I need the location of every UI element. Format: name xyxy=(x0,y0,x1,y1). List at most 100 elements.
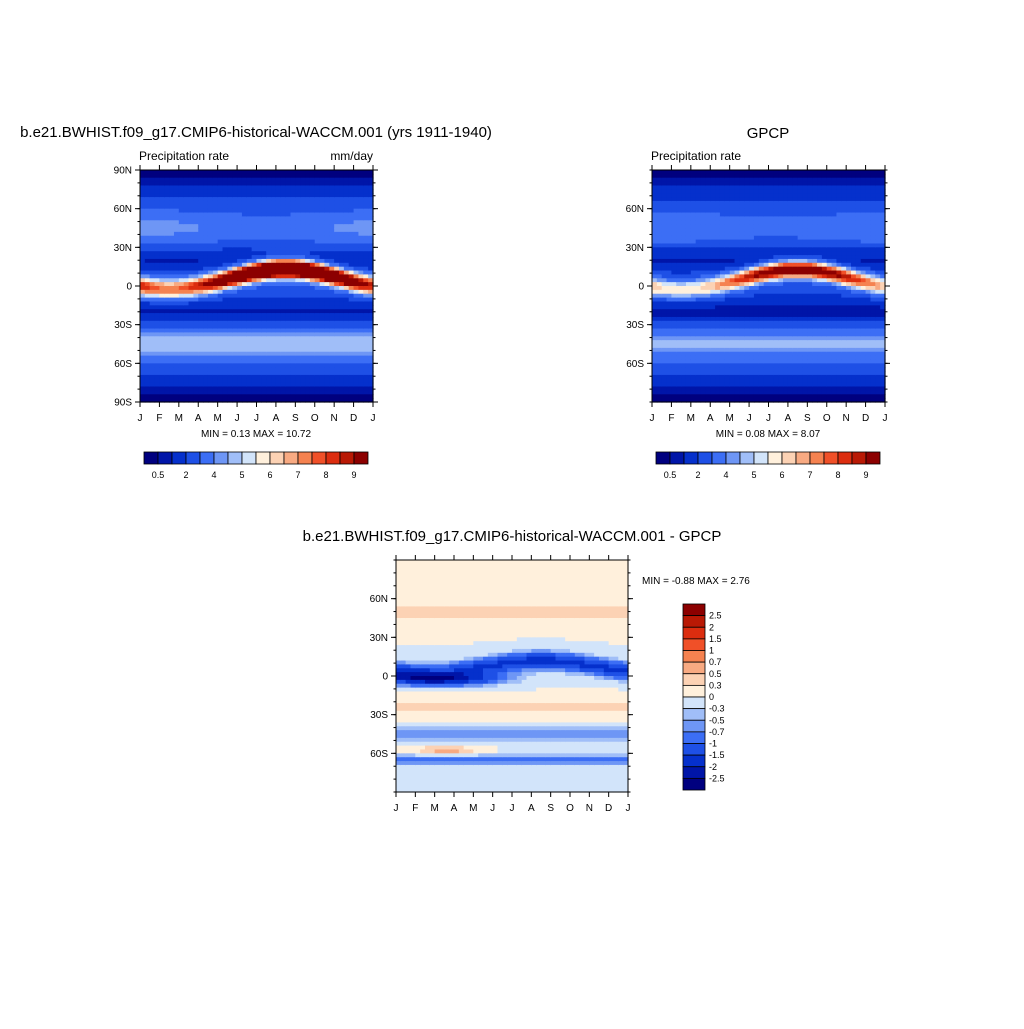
contour-cell xyxy=(720,359,725,363)
contour-cell xyxy=(334,216,339,220)
contour-cell xyxy=(315,182,320,186)
contour-cell xyxy=(140,247,145,251)
contour-cell xyxy=(247,178,252,182)
contour-cell xyxy=(281,367,286,371)
contour-cell xyxy=(208,356,213,360)
contour-cell xyxy=(735,371,740,375)
contour-cell xyxy=(286,216,291,220)
contour-cell xyxy=(744,348,749,352)
contour-cell xyxy=(310,363,315,367)
contour-cell xyxy=(676,216,681,220)
contour-cell xyxy=(164,278,169,282)
colorbar-swatch xyxy=(284,452,298,464)
contour-cell xyxy=(739,359,744,363)
contour-cell xyxy=(329,228,334,232)
contour-cell xyxy=(295,267,300,271)
contour-cell xyxy=(676,193,681,197)
contour-cell xyxy=(276,228,281,232)
contour-cell xyxy=(198,274,203,278)
contour-cell xyxy=(213,329,218,333)
contour-cell xyxy=(295,197,300,201)
contour-cell xyxy=(227,332,232,336)
contour-cell xyxy=(764,255,769,259)
contour-cell xyxy=(710,367,715,371)
contour-cell xyxy=(286,363,291,367)
contour-cell xyxy=(657,336,662,340)
contour-cell xyxy=(754,182,759,186)
contour-cell xyxy=(223,209,228,213)
contour-cell xyxy=(295,332,300,336)
contour-cell xyxy=(271,344,276,348)
contour-cell xyxy=(286,390,291,394)
contour-cell xyxy=(281,352,286,356)
contour-cell xyxy=(164,332,169,336)
contour-cell xyxy=(657,387,662,391)
contour-cell xyxy=(349,356,354,360)
contour-cell xyxy=(257,220,262,224)
contour-cell xyxy=(739,236,744,240)
contour-cell xyxy=(652,286,657,290)
contour-cell xyxy=(305,174,310,178)
contour-cell xyxy=(223,325,228,329)
contour-cell xyxy=(739,232,744,236)
colorbar-label: 8 xyxy=(323,470,328,480)
contour-cell xyxy=(213,367,218,371)
contour-cell xyxy=(329,305,334,309)
contour-cell xyxy=(715,301,720,305)
contour-cell xyxy=(681,387,686,391)
contour-cell xyxy=(676,356,681,360)
contour-cell xyxy=(769,371,774,375)
contour-cell xyxy=(764,274,769,278)
contour-cell xyxy=(213,209,218,213)
contour-cell xyxy=(705,298,710,302)
contour-cell xyxy=(354,205,359,209)
contour-cell xyxy=(198,336,203,340)
contour-cell xyxy=(735,174,740,178)
contour-cell xyxy=(358,278,363,282)
contour-cell xyxy=(662,209,667,213)
contour-cell xyxy=(276,344,281,348)
contour-cell xyxy=(764,282,769,286)
contour-cell xyxy=(261,363,266,367)
contour-cell xyxy=(140,313,145,317)
contour-cell xyxy=(150,216,155,220)
contour-cell xyxy=(324,193,329,197)
contour-cell xyxy=(290,371,295,375)
contour-cell xyxy=(189,189,194,193)
contour-cell xyxy=(276,309,281,313)
contour-cell xyxy=(671,243,676,247)
contour-cell xyxy=(218,201,223,205)
contour-cell xyxy=(720,379,725,383)
contour-cell xyxy=(676,313,681,317)
contour-cell xyxy=(159,286,164,290)
contour-cell xyxy=(324,189,329,193)
contour-cell xyxy=(759,178,764,182)
contour-cell xyxy=(363,383,368,387)
contour-cell xyxy=(286,224,291,228)
contour-cell xyxy=(744,309,749,313)
contour-cell xyxy=(344,383,349,387)
contour-cell xyxy=(150,174,155,178)
contour-cell xyxy=(764,193,769,197)
contour-cell xyxy=(242,193,247,197)
contour-cell xyxy=(232,375,237,379)
contour-cell xyxy=(705,259,710,263)
contour-cell xyxy=(773,174,778,178)
contour-cell xyxy=(749,267,754,271)
contour-cell xyxy=(798,286,803,290)
contour-cell xyxy=(276,224,281,228)
panel-gpcp-contour-field xyxy=(652,170,886,403)
contour-cell xyxy=(305,390,310,394)
contour-cell xyxy=(266,189,271,193)
contour-cell xyxy=(349,236,354,240)
contour-cell xyxy=(179,294,184,298)
contour-cell xyxy=(300,197,305,201)
contour-cell xyxy=(807,205,812,209)
contour-cell xyxy=(140,201,145,205)
contour-cell xyxy=(295,228,300,232)
contour-cell xyxy=(159,251,164,255)
contour-cell xyxy=(749,271,754,275)
contour-cell xyxy=(754,313,759,317)
contour-cell xyxy=(710,371,715,375)
contour-cell xyxy=(290,282,295,286)
